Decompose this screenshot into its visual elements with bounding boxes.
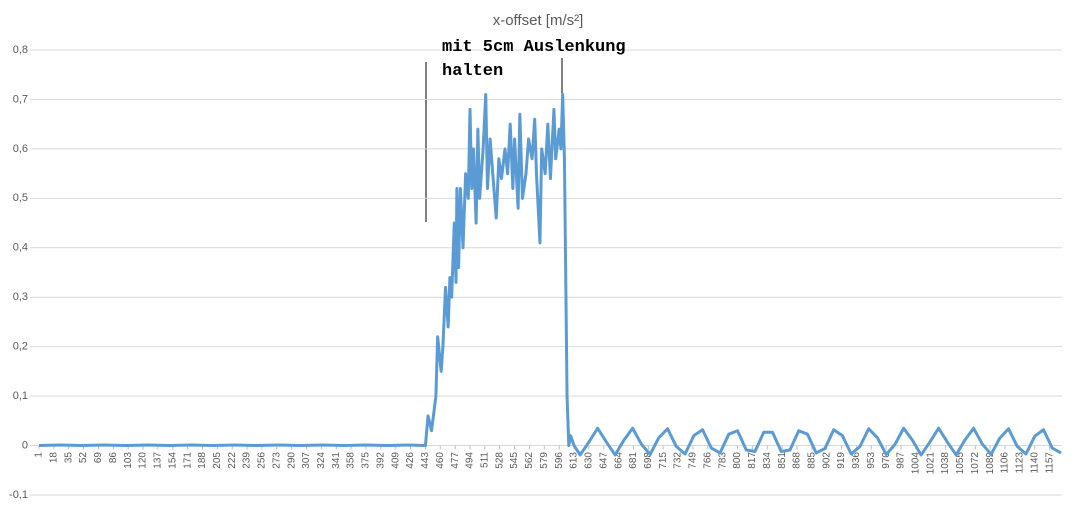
y-tick-label: 0,7 bbox=[13, 93, 28, 105]
x-tick-label: 953 bbox=[866, 452, 877, 469]
x-tick-label: 749 bbox=[688, 452, 699, 469]
x-tick-label: 800 bbox=[732, 452, 743, 469]
x-tick-label: 120 bbox=[138, 452, 149, 469]
x-tick-label: 681 bbox=[628, 452, 639, 469]
x-tick-label: 358 bbox=[346, 452, 357, 469]
x-tick-label: 222 bbox=[227, 452, 238, 469]
y-tick-label: 0,4 bbox=[13, 242, 28, 254]
x-tick-label: 545 bbox=[509, 452, 520, 469]
y-tick-label: 0,1 bbox=[13, 390, 28, 402]
x-tick-label: 443 bbox=[420, 452, 431, 469]
x-tick-label: 1021 bbox=[925, 452, 936, 475]
x-tick-label: 409 bbox=[390, 452, 401, 469]
x-tick-label: 154 bbox=[167, 452, 178, 469]
x-tick-label: 460 bbox=[435, 452, 446, 469]
x-tick-label: 834 bbox=[762, 452, 773, 469]
x-tick-label: 256 bbox=[257, 452, 268, 469]
x-tick-label: 868 bbox=[792, 452, 803, 469]
x-tick-label: 1 bbox=[34, 452, 45, 458]
x-tick-label: 987 bbox=[896, 452, 907, 469]
x-tick-label: 613 bbox=[569, 452, 580, 469]
x-tick-label: 171 bbox=[182, 452, 193, 469]
x-tick-label: 1140 bbox=[1029, 452, 1040, 474]
x-tick-label: 528 bbox=[494, 452, 505, 469]
x-tick-label: 341 bbox=[331, 452, 342, 469]
x-tick-label: 52 bbox=[78, 452, 89, 464]
x-tick-label: 698 bbox=[643, 452, 654, 469]
x-tick-label: 290 bbox=[286, 452, 297, 469]
y-tick-label: 0,2 bbox=[13, 341, 28, 353]
x-tick-label: 392 bbox=[375, 452, 386, 469]
y-tick-label: 0,3 bbox=[13, 291, 28, 303]
x-tick-label: 1055 bbox=[955, 452, 966, 475]
x-tick-label: 307 bbox=[301, 452, 312, 469]
x-tick-label: 18 bbox=[49, 452, 60, 464]
x-tick-label: 69 bbox=[93, 452, 104, 464]
x-tick-label: 970 bbox=[881, 452, 892, 469]
x-tick-label: 783 bbox=[717, 452, 728, 469]
x-tick-label: 1004 bbox=[911, 452, 922, 475]
x-tick-label: 375 bbox=[361, 452, 372, 469]
x-tick-label: 1038 bbox=[940, 452, 951, 475]
x-tick-label: 205 bbox=[212, 452, 223, 469]
x-tick-label: 1106 bbox=[1000, 452, 1011, 474]
x-tick-label: 1123 bbox=[1015, 452, 1026, 474]
x-tick-label: 817 bbox=[747, 452, 758, 469]
x-tick-label: 273 bbox=[271, 452, 282, 469]
x-tick-label: 579 bbox=[539, 452, 550, 469]
y-tick-label: 0 bbox=[22, 439, 28, 451]
x-tick-label: 1157 bbox=[1044, 452, 1055, 474]
y-tick-label: 0,6 bbox=[13, 143, 28, 155]
x-tick-label: 936 bbox=[851, 452, 862, 469]
x-tick-label: 902 bbox=[821, 452, 832, 469]
y-tick-label: 0,8 bbox=[13, 44, 28, 56]
x-tick-label: 239 bbox=[242, 452, 253, 469]
x-tick-label: 188 bbox=[197, 452, 208, 469]
x-tick-label: 511 bbox=[480, 452, 491, 468]
x-tick-label: 426 bbox=[405, 452, 416, 469]
x-tick-label: 630 bbox=[584, 452, 595, 469]
x-tick-label: 35 bbox=[63, 452, 74, 464]
data-line bbox=[38, 93, 1062, 457]
x-tick-label: 715 bbox=[658, 452, 669, 469]
x-tick-label: 647 bbox=[598, 452, 609, 469]
x-tick-label: 103 bbox=[123, 452, 134, 469]
x-tick-label: 562 bbox=[524, 452, 535, 469]
x-tick-label: 1072 bbox=[970, 452, 981, 475]
x-tick-label: 477 bbox=[450, 452, 461, 469]
x-tick-label: 137 bbox=[153, 452, 164, 469]
x-tick-label: 494 bbox=[465, 452, 476, 469]
x-tick-label: 885 bbox=[806, 452, 817, 469]
x-tick-label: 86 bbox=[108, 452, 119, 464]
x-tick-label: 324 bbox=[316, 452, 327, 469]
x-tick-label: 732 bbox=[673, 452, 684, 469]
x-tick-label: 766 bbox=[702, 452, 713, 469]
x-tick-label: 919 bbox=[836, 452, 847, 469]
y-tick-label: -0,1 bbox=[9, 489, 28, 501]
y-tick-label: 0,5 bbox=[13, 192, 28, 204]
x-tick-label: 596 bbox=[554, 452, 565, 469]
x-tick-label: 851 bbox=[777, 452, 788, 469]
x-tick-label: 664 bbox=[613, 452, 624, 469]
annotation: mit 5cm Auslenkung halten bbox=[442, 38, 626, 81]
x-tick-label: 1089 bbox=[985, 452, 996, 475]
chart-title: x-offset [m/s²] bbox=[493, 12, 584, 29]
